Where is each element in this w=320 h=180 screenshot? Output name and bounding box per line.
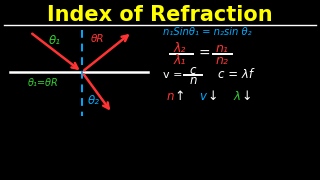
Text: ↓: ↓ xyxy=(208,91,218,104)
Text: λ₂: λ₂ xyxy=(174,42,186,55)
Text: ↓: ↓ xyxy=(242,91,252,104)
Text: θ₂: θ₂ xyxy=(88,94,100,107)
Text: n₂: n₂ xyxy=(216,53,228,66)
Text: λ₁: λ₁ xyxy=(174,53,186,66)
Text: n: n xyxy=(166,91,174,104)
Text: θ₁=θR: θ₁=θR xyxy=(28,78,59,88)
Text: v =: v = xyxy=(163,70,182,80)
Text: Index of Refraction: Index of Refraction xyxy=(47,5,273,25)
Text: θR: θR xyxy=(91,34,105,44)
Text: c = λf: c = λf xyxy=(218,69,253,82)
Text: v: v xyxy=(199,91,206,104)
Text: ↑: ↑ xyxy=(175,91,185,104)
Text: λ: λ xyxy=(234,91,241,104)
Text: θ₁: θ₁ xyxy=(49,33,61,46)
Text: n₁: n₁ xyxy=(216,42,228,55)
Text: c: c xyxy=(190,64,196,76)
Text: n₁Sinθ₁ = n₂sin θ₂: n₁Sinθ₁ = n₂sin θ₂ xyxy=(163,27,252,37)
Text: n: n xyxy=(189,73,197,87)
Text: =: = xyxy=(198,47,210,61)
